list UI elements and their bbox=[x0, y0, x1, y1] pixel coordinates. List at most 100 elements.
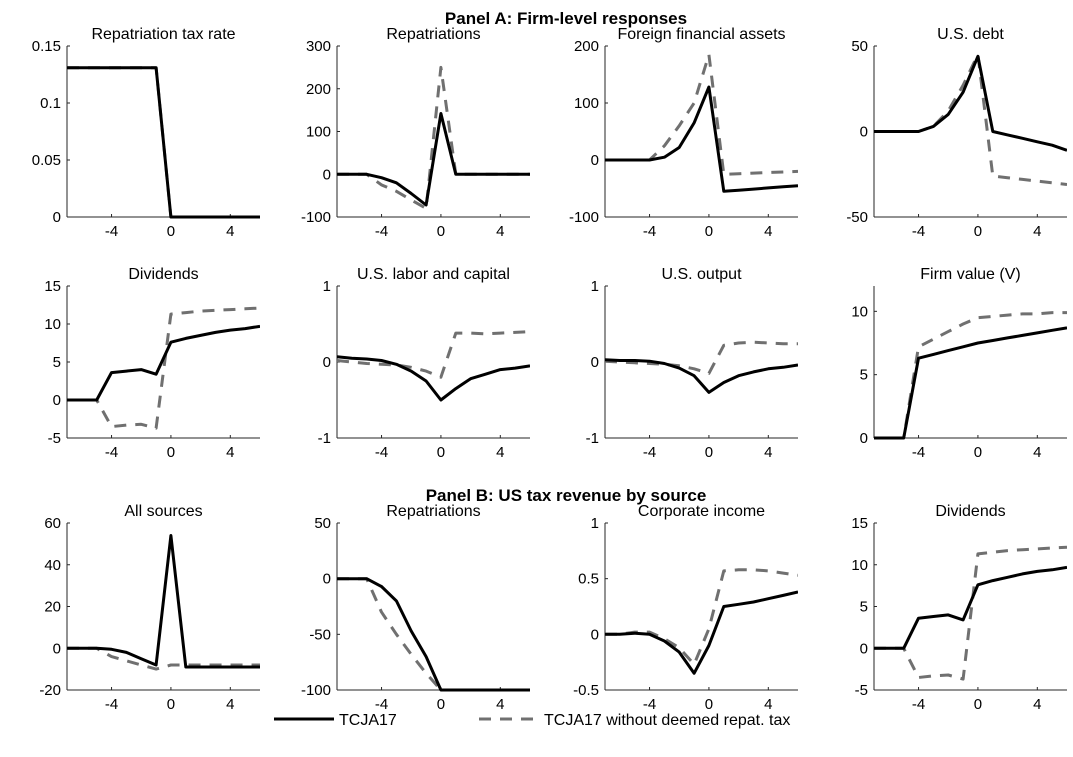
y-tick-label: 0 bbox=[860, 124, 868, 141]
x-tick-label: 4 bbox=[1033, 696, 1041, 713]
series-no-repat-tax-line bbox=[874, 545, 1067, 681]
x-tick-label: 0 bbox=[974, 696, 982, 713]
series-tcja17-line bbox=[67, 324, 260, 402]
subplot-title: Dividends bbox=[935, 503, 1005, 520]
x-tick-label: 0 bbox=[167, 444, 175, 461]
y-tick-label: 0 bbox=[53, 640, 61, 657]
x-tick-label: -4 bbox=[643, 223, 656, 240]
subplot-2: Repatriations -100 0 100 200 300 -4 0 4 bbox=[301, 26, 530, 240]
subplot-12: Dividends -5 0 5 10 15 -4 0 4 bbox=[851, 503, 1067, 713]
y-tick-label: 0 bbox=[53, 392, 61, 409]
series-tcja17-line bbox=[605, 85, 798, 193]
subplot-4: U.S. debt -50 0 50 -4 0 4 bbox=[846, 26, 1067, 240]
y-tick-label: -100 bbox=[569, 209, 599, 226]
series-no-repat-tax-line bbox=[605, 568, 798, 666]
subplot-5: Dividends -5 0 5 10 15 -4 0 4 bbox=[44, 266, 260, 461]
y-tick-label: 0 bbox=[323, 571, 331, 588]
panel-b-title: Panel B: US tax revenue by source bbox=[426, 486, 707, 505]
y-tick-label: 1 bbox=[323, 278, 331, 295]
panel-a-title: Panel A: Firm-level responses bbox=[445, 9, 687, 28]
x-tick-label: 0 bbox=[437, 223, 445, 240]
y-tick-label: 50 bbox=[314, 515, 331, 532]
y-tick-label: 10 bbox=[851, 303, 868, 320]
y-tick-label: 20 bbox=[44, 599, 61, 616]
subplot-6: U.S. labor and capital -1 0 1 -4 0 4 bbox=[318, 266, 530, 461]
x-tick-label: 4 bbox=[764, 444, 772, 461]
y-tick-label: 40 bbox=[44, 557, 61, 574]
series-tcja17-line bbox=[337, 577, 530, 692]
x-tick-label: 4 bbox=[226, 444, 234, 461]
subplot-1: Repatriation tax rate 0 0.05 0.1 0.15 -4 0 4 bbox=[32, 26, 260, 240]
series-no-repat-tax-line bbox=[605, 53, 798, 176]
series-tcja17-line bbox=[874, 565, 1067, 650]
series-no-repat-tax-line bbox=[337, 330, 530, 379]
y-tick-label: -50 bbox=[846, 209, 868, 226]
y-tick-label: -0.5 bbox=[573, 682, 599, 699]
y-tick-label: 100 bbox=[574, 95, 599, 112]
x-tick-label: -4 bbox=[912, 696, 925, 713]
y-tick-label: 50 bbox=[851, 38, 868, 55]
series-tcja17-line bbox=[874, 54, 1067, 152]
y-tick-label: 0 bbox=[323, 354, 331, 371]
x-tick-label: 4 bbox=[1033, 223, 1041, 240]
x-tick-label: -4 bbox=[643, 444, 656, 461]
y-tick-label: 60 bbox=[44, 515, 61, 532]
y-tick-label: 0.05 bbox=[32, 152, 61, 169]
y-tick-label: 0 bbox=[591, 152, 599, 169]
subplot-8: Firm value (V) 0 5 10 -4 0 4 bbox=[851, 266, 1067, 461]
y-tick-label: 0 bbox=[591, 354, 599, 371]
y-tick-label: 5 bbox=[860, 599, 868, 616]
y-tick-label: 0.5 bbox=[578, 571, 599, 588]
subplot-title: Repatriations bbox=[386, 26, 480, 43]
y-tick-label: -100 bbox=[301, 209, 331, 226]
x-tick-label: 0 bbox=[705, 444, 713, 461]
y-tick-label: 0 bbox=[323, 166, 331, 183]
subplot-11: Corporate income -0.5 0 0.5 1 -4 0 4 bbox=[573, 503, 798, 713]
series-tcja17-line bbox=[874, 326, 1067, 440]
subplot-title: Foreign financial assets bbox=[617, 26, 785, 43]
y-tick-label: 0 bbox=[53, 209, 61, 226]
subplot-title: Repatriation tax rate bbox=[91, 26, 235, 43]
y-tick-label: 15 bbox=[851, 515, 868, 532]
series-tcja17-line bbox=[337, 355, 530, 402]
subplot-title: Dividends bbox=[128, 266, 198, 283]
series-tcja17-line bbox=[337, 112, 530, 207]
series-no-repat-tax-line bbox=[67, 306, 260, 430]
y-tick-label: 10 bbox=[44, 316, 61, 333]
y-tick-label: -50 bbox=[309, 626, 331, 643]
x-tick-label: -4 bbox=[912, 444, 925, 461]
x-tick-label: -4 bbox=[105, 223, 118, 240]
x-tick-label: 0 bbox=[167, 223, 175, 240]
x-tick-label: -4 bbox=[375, 444, 388, 461]
series-no-repat-tax-line bbox=[605, 340, 798, 375]
series-tcja17-line bbox=[67, 66, 260, 219]
x-tick-label: 0 bbox=[437, 444, 445, 461]
y-tick-label: 0 bbox=[860, 430, 868, 447]
x-tick-label: 4 bbox=[226, 223, 234, 240]
x-tick-label: -4 bbox=[105, 444, 118, 461]
x-tick-label: 4 bbox=[496, 696, 504, 713]
y-tick-label: 0.1 bbox=[40, 95, 61, 112]
y-tick-label: -100 bbox=[301, 682, 331, 699]
legend-label-series2: TCJA17 without deemed repat. tax bbox=[544, 712, 790, 729]
y-tick-label: 0 bbox=[591, 626, 599, 643]
y-tick-label: 0.15 bbox=[32, 38, 61, 55]
x-tick-label: 0 bbox=[705, 696, 713, 713]
y-tick-label: 15 bbox=[44, 278, 61, 295]
subplot-7: U.S. output -1 0 1 -4 0 4 bbox=[586, 266, 798, 461]
y-tick-label: 1 bbox=[591, 515, 599, 532]
x-tick-label: 0 bbox=[437, 696, 445, 713]
y-tick-label: 1 bbox=[591, 278, 599, 295]
x-tick-label: -4 bbox=[643, 696, 656, 713]
x-tick-label: 0 bbox=[974, 223, 982, 240]
subplot-title: U.S. debt bbox=[937, 26, 1004, 43]
subplot-10: Repatriations -100 -50 0 50 -4 0 4 bbox=[301, 503, 530, 713]
subplot-3: Foreign financial assets -100 0 100 200 -4 0 4 bbox=[569, 26, 798, 240]
y-tick-label: 5 bbox=[860, 367, 868, 384]
legend-label-series1: TCJA17 bbox=[339, 712, 397, 729]
series-no-repat-tax-line bbox=[337, 65, 530, 210]
series-tcja17-line bbox=[67, 534, 260, 669]
subplot-title: U.S. output bbox=[661, 266, 742, 283]
subplot-title: Firm value (V) bbox=[920, 266, 1020, 283]
